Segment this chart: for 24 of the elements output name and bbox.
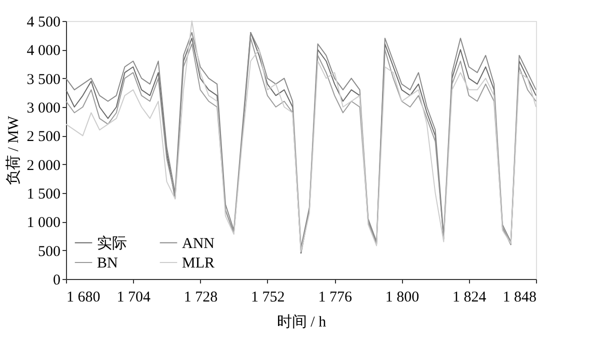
y-tick-label: 500 <box>38 244 60 260</box>
y-tick-label: 3 000 <box>26 100 60 116</box>
x-tick-label: 1 680 <box>66 290 100 306</box>
legend-label: BN <box>97 256 118 272</box>
y-tick-label: 2 500 <box>26 129 60 146</box>
y-axis-title: 负荷 / MW <box>4 115 22 186</box>
legend-label: 实际 <box>97 234 127 252</box>
y-tick-label: 0 <box>53 272 60 288</box>
y-tick-label: 2 000 <box>26 158 60 174</box>
y-tick-label: 4 000 <box>26 43 60 60</box>
y-tick-label: 1 000 <box>26 215 60 232</box>
x-tick-label: 1 848 <box>502 290 536 306</box>
y-tick-label: 1 500 <box>26 186 60 202</box>
y-tick-label: 3 500 <box>26 72 60 88</box>
legend-label: ANN <box>182 236 215 252</box>
x-tick-label: 1 752 <box>251 290 285 306</box>
x-tick-label: 1 800 <box>385 290 420 306</box>
x-tick-label: 1 704 <box>116 290 152 306</box>
x-tick-label: 1 824 <box>452 290 487 306</box>
legend-label: MLR <box>182 256 215 272</box>
x-tick-label: 1 776 <box>318 290 352 306</box>
x-tick-label: 1 728 <box>184 290 218 306</box>
x-axis-title: 时间 / h <box>276 314 327 330</box>
y-tick-label: 4 500 <box>26 14 60 30</box>
